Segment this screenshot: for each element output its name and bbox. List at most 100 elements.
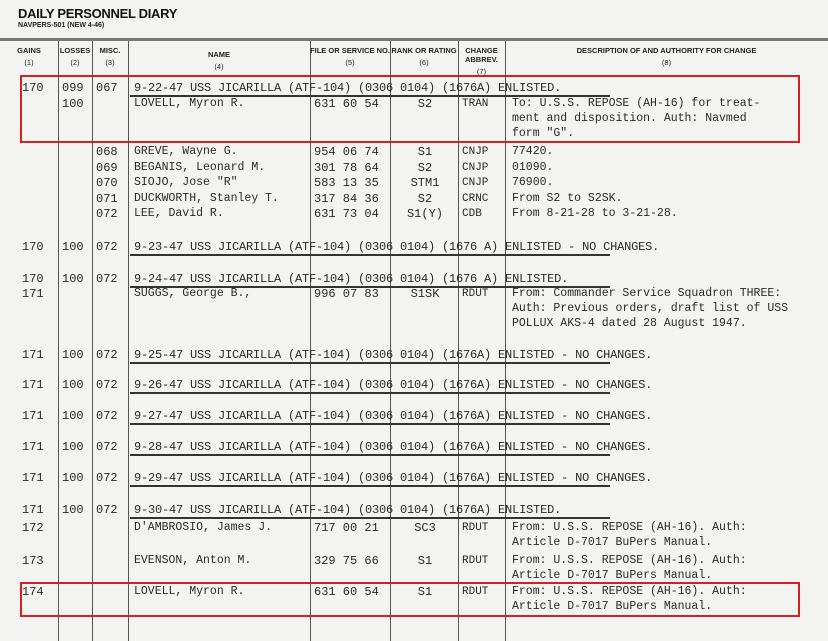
misc-count: 072 bbox=[96, 440, 118, 454]
service-number: 631 60 54 bbox=[314, 585, 379, 599]
misc-count: 069 bbox=[96, 161, 118, 175]
misc-count: 072 bbox=[96, 409, 118, 423]
highlight-box-return bbox=[20, 582, 800, 617]
daily-summary-line bbox=[130, 81, 610, 97]
change-abbrev: CRNC bbox=[462, 193, 489, 205]
column-number: (4) bbox=[214, 62, 224, 71]
rank-rating: S1SK bbox=[410, 287, 440, 301]
gains-count: 171 bbox=[22, 348, 44, 362]
service-number: 631 73 04 bbox=[314, 207, 379, 221]
person-name: SIOJO, Jose "R" bbox=[134, 176, 238, 189]
losses-count: 100 bbox=[62, 97, 84, 111]
change-description: 77420. bbox=[512, 145, 554, 158]
gains-count: 170 bbox=[22, 272, 44, 286]
column-number: (5) bbox=[345, 58, 355, 67]
gains-count: 170 bbox=[22, 81, 44, 95]
losses-count: 100 bbox=[62, 272, 84, 286]
change-description: Article D-7017 BuPers Manual. bbox=[512, 569, 713, 582]
losses-count: 100 bbox=[62, 240, 84, 254]
column-label: DESCRIPTION OF AND AUTHORITY FOR CHANGE bbox=[576, 46, 757, 55]
misc-count: 068 bbox=[96, 145, 118, 159]
person-name: LEE, David R. bbox=[134, 207, 224, 220]
daily-summary-line bbox=[130, 272, 610, 288]
column-header: CHANGE ABBREV. (7) bbox=[458, 46, 505, 76]
rank-rating: S1(Y) bbox=[406, 207, 443, 221]
losses-count: 099 bbox=[62, 81, 84, 95]
person-name: D'AMBROSIO, James J. bbox=[134, 521, 273, 534]
losses-count: 100 bbox=[62, 378, 84, 392]
rank-rating: S1 bbox=[417, 145, 433, 159]
change-description: Auth: Previous orders, draft list of USS bbox=[512, 302, 789, 315]
rank-rating: STM1 bbox=[410, 176, 440, 190]
rank-rating: SC3 bbox=[414, 521, 436, 535]
column-label: CHANGE ABBREV. bbox=[464, 46, 499, 64]
form-number: NAVPERS-501 (NEW 4-46) bbox=[18, 22, 105, 29]
column-divider bbox=[458, 41, 459, 641]
rank-rating: S2 bbox=[417, 97, 433, 111]
daily-summary-line bbox=[130, 378, 610, 394]
person-name: EVENSON, Anton M. bbox=[134, 554, 252, 567]
losses-count: 100 bbox=[62, 409, 84, 423]
change-abbrev: RDUT bbox=[462, 586, 489, 598]
losses-count: 100 bbox=[62, 348, 84, 362]
gains-count: 171 bbox=[22, 440, 44, 454]
gains-count: 171 bbox=[22, 287, 44, 301]
losses-count: 100 bbox=[62, 503, 84, 517]
gains-count: 171 bbox=[22, 409, 44, 423]
change-abbrev: CNJP bbox=[462, 177, 489, 189]
column-number: (3) bbox=[105, 58, 115, 67]
change-description: 01090. bbox=[512, 161, 554, 174]
gains-count: 171 bbox=[22, 378, 44, 392]
daily-summary-text: 9-30-47 USS JICARILLA (ATF-104) (0306 01… bbox=[134, 503, 562, 517]
daily-summary-text: 9-26-47 USS JICARILLA (ATF-104) (0306 01… bbox=[134, 378, 653, 392]
column-number: (8) bbox=[661, 58, 672, 67]
column-divider bbox=[92, 41, 93, 641]
change-description: Article D-7017 BuPers Manual. bbox=[512, 536, 713, 549]
rank-rating: S2 bbox=[417, 161, 433, 175]
daily-summary-line bbox=[130, 471, 610, 487]
misc-count: 072 bbox=[96, 348, 118, 362]
change-abbrev: TRAN bbox=[462, 98, 489, 110]
gains-count: 174 bbox=[22, 585, 44, 599]
daily-summary-text: 9-23-47 USS JICARILLA (ATF-104) (0306 01… bbox=[134, 240, 660, 254]
change-description: Article D-7017 BuPers Manual. bbox=[512, 600, 713, 613]
change-description: From S2 to S2SK. bbox=[512, 192, 623, 205]
change-description: ment and disposition. Auth: Navmed bbox=[512, 112, 747, 125]
column-number: (1) bbox=[24, 58, 34, 67]
column-number: (7) bbox=[476, 67, 487, 76]
misc-count: 072 bbox=[96, 240, 118, 254]
column-header: DESCRIPTION OF AND AUTHORITY FOR CHANGE (… bbox=[505, 46, 828, 67]
gains-count: 170 bbox=[22, 240, 44, 254]
change-abbrev: CNJP bbox=[462, 146, 489, 158]
gains-count: 171 bbox=[22, 471, 44, 485]
rank-rating: S1 bbox=[417, 554, 433, 568]
column-number: (2) bbox=[70, 58, 80, 67]
highlight-box-transfer bbox=[20, 75, 800, 143]
service-number: 996 07 83 bbox=[314, 287, 379, 301]
rank-rating: S2 bbox=[417, 192, 433, 206]
change-description: From 8-21-28 to 3-21-28. bbox=[512, 207, 678, 220]
column-divider bbox=[390, 41, 391, 641]
column-divider bbox=[58, 41, 59, 641]
change-abbrev: RDUT bbox=[462, 522, 489, 534]
person-name: GREVE, Wayne G. bbox=[134, 145, 238, 158]
change-description: From: U.S.S. REPOSE (AH-16). Auth: bbox=[512, 554, 747, 567]
gains-count: 171 bbox=[22, 503, 44, 517]
misc-count: 070 bbox=[96, 176, 118, 190]
service-number: 717 00 21 bbox=[314, 521, 379, 535]
person-name: DUCKWORTH, Stanley T. bbox=[134, 192, 279, 205]
change-description: POLLUX AKS-4 dated 28 August 1947. bbox=[512, 317, 747, 330]
misc-count: 072 bbox=[96, 503, 118, 517]
change-description: From: U.S.S. REPOSE (AH-16). Auth: bbox=[512, 585, 747, 598]
misc-count: 072 bbox=[96, 378, 118, 392]
column-label: GAINS bbox=[17, 46, 41, 55]
column-number: (6) bbox=[419, 58, 429, 67]
column-divider bbox=[505, 41, 506, 641]
service-number: 317 84 36 bbox=[314, 192, 379, 206]
losses-count: 100 bbox=[62, 471, 84, 485]
column-header: NAME (4) bbox=[128, 50, 310, 71]
daily-summary-text: 9-22-47 USS JICARILLA (ATF-104) (0306 01… bbox=[134, 81, 562, 95]
daily-summary-text: 9-24-47 USS JICARILLA (ATF-104) (0306 01… bbox=[134, 272, 569, 286]
misc-count: 072 bbox=[96, 207, 118, 221]
daily-summary-line bbox=[130, 409, 610, 425]
